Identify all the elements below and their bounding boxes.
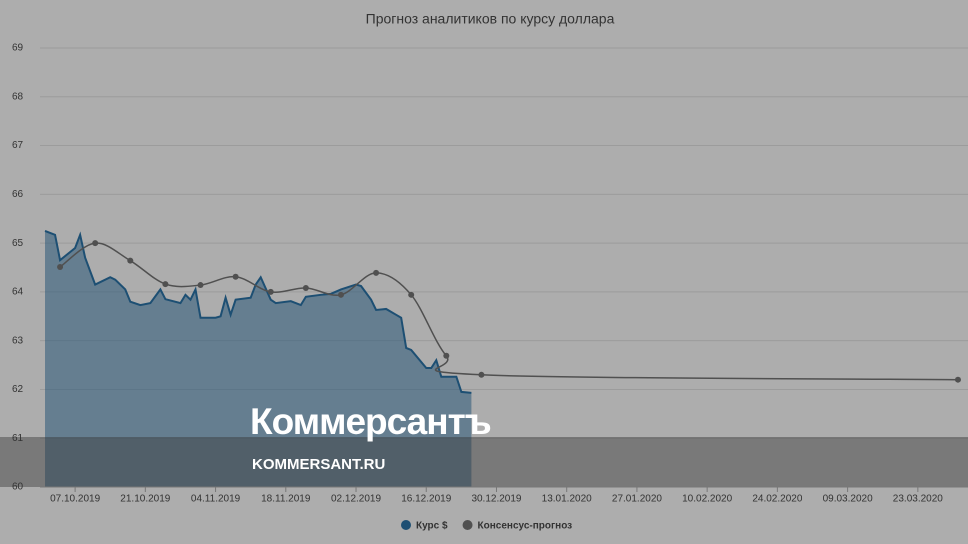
area-fill bbox=[45, 230, 472, 487]
series-line bbox=[44, 229, 472, 394]
x-tick-label: 02.12.2019 bbox=[331, 494, 381, 505]
point bbox=[92, 240, 99, 247]
x-tick-label: 27.01.2020 bbox=[612, 494, 662, 505]
x-tick-label: 24.02.2020 bbox=[752, 494, 802, 505]
x-tick-label: 30.12.2019 bbox=[471, 494, 521, 505]
point bbox=[57, 264, 64, 271]
legend-label: Консенсус-прогноз bbox=[478, 521, 573, 532]
y-tick-label: 67 bbox=[12, 140, 24, 151]
x-tick-label: 21.10.2019 bbox=[120, 494, 170, 505]
legend-marker bbox=[462, 520, 473, 530]
watermark-logo: Коммерсантъ bbox=[250, 401, 491, 442]
point bbox=[373, 269, 380, 276]
point bbox=[954, 376, 961, 383]
legend: Курс $ Консенсус-прогноз bbox=[401, 520, 572, 532]
axes: 60 61 62 63 64 65 66 67 68 69 07.10.2019 21.10.2019… bbox=[12, 43, 968, 505]
y-tick-label: 62 bbox=[12, 384, 24, 395]
x-tick-label: 04.11.2019 bbox=[191, 494, 241, 505]
watermark-url: KOMMERSANT.RU bbox=[252, 456, 385, 473]
legend-marker bbox=[401, 520, 411, 530]
y-tick-label: 64 bbox=[12, 287, 24, 298]
x-tick-label: 18.11.2019 bbox=[261, 494, 311, 505]
legend-label: Курс $ bbox=[416, 521, 448, 532]
watermark-band bbox=[0, 437, 968, 487]
point bbox=[302, 284, 309, 291]
chart-title: Прогноз аналитиков по курсу доллара bbox=[366, 11, 615, 27]
y-tick-label: 65 bbox=[12, 238, 24, 249]
point bbox=[162, 281, 169, 288]
point bbox=[478, 371, 485, 378]
x-tick-label: 09.03.2020 bbox=[823, 494, 873, 505]
x-tick-label: 23.03.2020 bbox=[893, 494, 943, 505]
y-tick-label: 68 bbox=[12, 91, 24, 102]
x-tick-label: 07.10.2019 bbox=[50, 494, 100, 505]
point bbox=[197, 282, 204, 289]
x-tick-label: 16.12.2019 bbox=[401, 494, 451, 505]
plot bbox=[44, 229, 961, 487]
point bbox=[267, 288, 274, 295]
point bbox=[408, 291, 415, 298]
point bbox=[337, 291, 344, 298]
y-tick-label: 60 bbox=[12, 482, 24, 493]
y-tick-label: 66 bbox=[12, 189, 24, 200]
point bbox=[232, 273, 239, 280]
y-tick-label: 69 bbox=[12, 43, 24, 54]
point bbox=[443, 352, 450, 359]
point bbox=[127, 257, 134, 264]
x-tick-label: 10.02.2020 bbox=[682, 494, 732, 505]
y-tick-label: 61 bbox=[12, 433, 24, 444]
x-tick-label: 13.01.2020 bbox=[542, 494, 592, 505]
y-tick-label: 63 bbox=[12, 335, 24, 346]
